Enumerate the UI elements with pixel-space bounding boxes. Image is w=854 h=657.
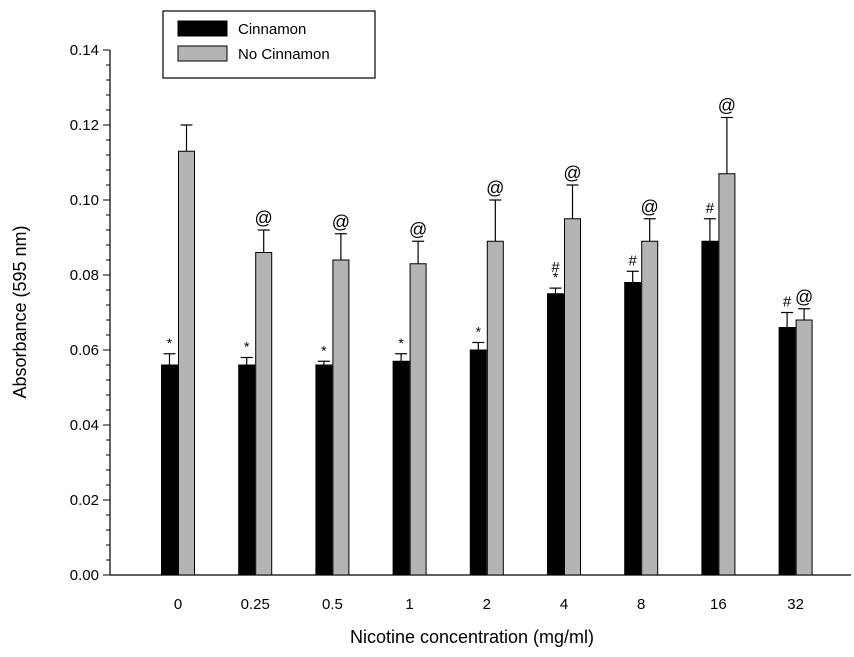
x-tick-label: 0.25	[241, 596, 270, 613]
bar-no-cinnamon	[409, 263, 427, 576]
x-tick-label: 4	[560, 596, 568, 613]
bar-cinnamon	[392, 360, 410, 576]
legend-swatch	[177, 20, 228, 37]
legend-label: Cinnamon	[238, 21, 306, 38]
y-tick-label: 0.10	[70, 192, 99, 209]
sig-marker-star: *	[398, 335, 404, 351]
y-tick-label: 0.04	[70, 417, 99, 434]
x-tick-label: 0.5	[322, 596, 343, 613]
bar-no-cinnamon	[564, 218, 581, 576]
sig-marker-at: @	[255, 208, 273, 228]
bar-cinnamon	[469, 349, 487, 576]
y-tick-label: 0.08	[70, 267, 99, 284]
bar-no-cinnamon	[178, 150, 195, 576]
bar-cinnamon	[161, 364, 178, 576]
y-axis: 0.00 0.02 0.04 0.06 0.08 0.10 0.12 0.14	[70, 42, 111, 584]
sig-marker-star: *	[553, 269, 559, 285]
sig-marker-hash: #	[783, 294, 792, 311]
y-axis-title: Absorbance (595 nm)	[10, 225, 30, 398]
bars-group: * *@*@*@*@*#@#@ #@# @	[161, 96, 813, 576]
bar-cinnamon	[778, 327, 796, 576]
x-tick-label: 8	[637, 596, 645, 613]
legend-swatch	[177, 45, 228, 62]
sig-marker-at: @	[409, 219, 427, 239]
sig-marker-star: *	[244, 339, 250, 355]
legend-label: No Cinnamon	[238, 46, 330, 63]
bar-no-cinnamon	[718, 173, 736, 576]
x-axis-title: Nicotine concentration (mg/ml)	[350, 627, 594, 647]
x-tick-label: 0	[174, 596, 182, 613]
bar-cinnamon	[315, 364, 333, 576]
y-tick-label: 0.12	[70, 117, 99, 134]
bar-no-cinnamon	[486, 240, 504, 576]
bar-no-cinnamon	[641, 240, 659, 576]
legend: Cinnamon No Cinnamon	[162, 10, 376, 79]
sig-marker-hash: #	[629, 252, 638, 269]
x-tick-label: 16	[710, 596, 727, 613]
bar-no-cinnamon	[332, 259, 350, 576]
sig-marker-at: @	[641, 197, 659, 217]
sig-marker-hash: #	[551, 259, 560, 276]
sig-marker-at: @	[332, 212, 350, 232]
sig-marker-at: @	[718, 96, 736, 116]
y-tick-label: 0.02	[70, 492, 99, 509]
bar-cinnamon	[547, 293, 564, 576]
sig-marker-at: @	[795, 287, 813, 307]
sig-marker-at: @	[563, 163, 581, 183]
sig-marker-at: @	[486, 178, 504, 198]
y-tick-label: 0.00	[70, 567, 99, 584]
sig-marker-star: *	[476, 324, 482, 340]
bar-cinnamon	[701, 240, 719, 576]
bar-cinnamon	[238, 364, 256, 576]
sig-marker-star: *	[321, 342, 327, 358]
x-tick-label: 1	[405, 596, 413, 613]
sig-marker-hash: #	[706, 200, 715, 217]
y-tick-label: 0.06	[70, 342, 99, 359]
x-axis: 0 0.25 0.5 1 2 4 8 16 32	[110, 574, 851, 613]
x-tick-label: 32	[787, 596, 804, 613]
y-tick-label: 0.14	[70, 42, 99, 59]
bar-no-cinnamon	[795, 319, 813, 576]
x-tick-label: 2	[483, 596, 491, 613]
bar-no-cinnamon	[255, 252, 273, 576]
sig-marker-star: *	[167, 335, 173, 351]
bar-cinnamon	[624, 282, 642, 576]
